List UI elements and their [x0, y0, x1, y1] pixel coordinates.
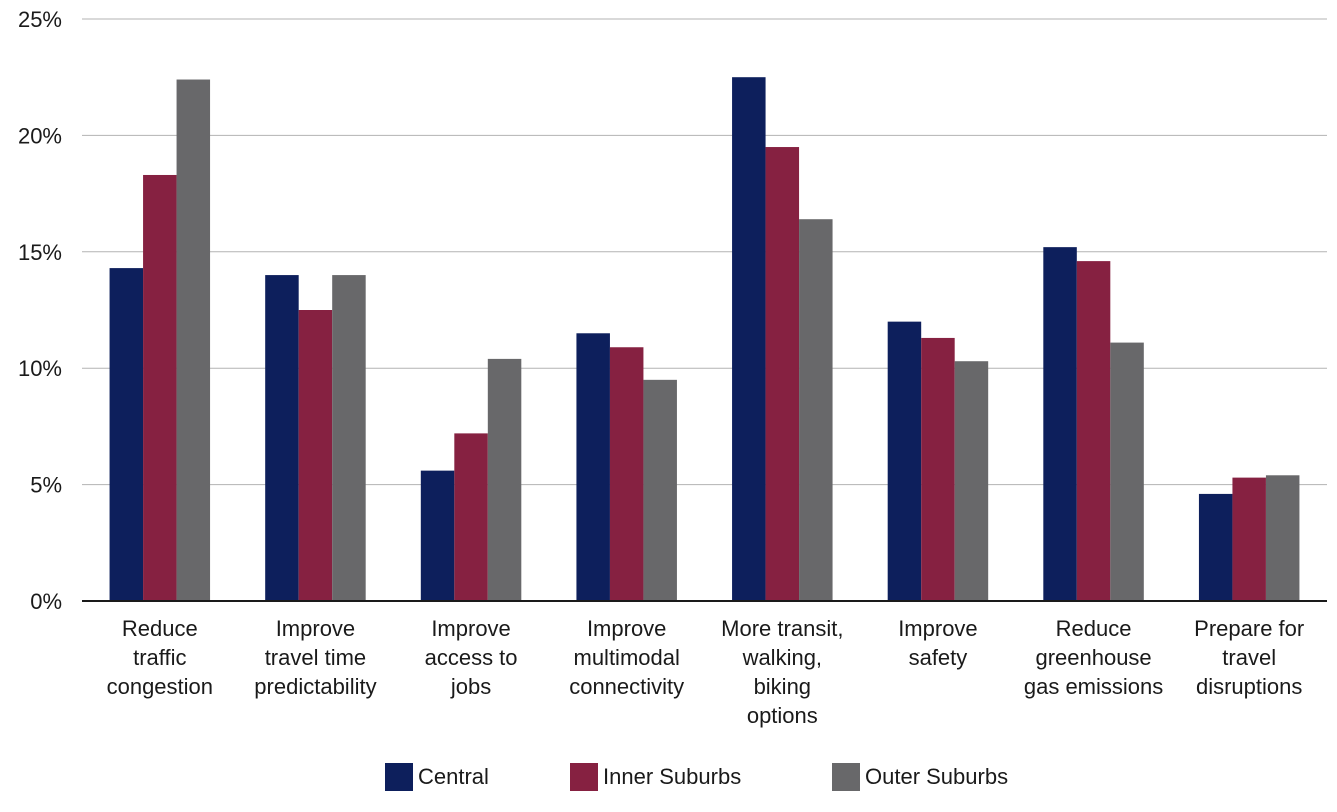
- x-category-label-line: biking: [754, 674, 811, 699]
- legend-item-central: Central: [385, 763, 489, 791]
- x-category-label-line: jobs: [450, 674, 491, 699]
- x-category-label-line: walking,: [742, 645, 822, 670]
- x-category-label-line: connectivity: [569, 674, 684, 699]
- legend-swatch: [832, 763, 860, 791]
- y-tick-label: 25%: [18, 7, 62, 32]
- x-category-label: Improve multimodal connectivity: [569, 616, 684, 699]
- x-category-label: Prepare for travel disruptions: [1194, 616, 1304, 699]
- bar-central: [265, 275, 299, 601]
- x-category-label-line: predictability: [254, 674, 376, 699]
- x-category-label: Improve travel time predictability: [254, 616, 376, 699]
- bar-central: [420, 470, 455, 601]
- bar-inner-suburbs: [298, 310, 333, 601]
- x-category-label-line: Reduce: [122, 616, 198, 641]
- bar-outer-suburbs: [954, 361, 989, 601]
- x-category-label: Reduce traffic congestion: [107, 616, 213, 699]
- x-category-label-line: Prepare for: [1194, 616, 1304, 641]
- x-axis-category-labels: Reduce traffic congestion Improve travel tim…: [107, 616, 1305, 728]
- bar-inner-suburbs: [454, 433, 488, 601]
- bar-outer-suburbs: [643, 379, 677, 601]
- bar-central: [109, 268, 144, 601]
- x-category-label-line: Reduce: [1056, 616, 1132, 641]
- bar-inner-suburbs: [765, 147, 800, 602]
- x-category-label-line: greenhouse: [1035, 645, 1151, 670]
- x-category-label-line: multimodal: [574, 645, 680, 670]
- bar-outer-suburbs: [799, 219, 833, 601]
- legend-swatch: [385, 763, 413, 791]
- x-category-label-line: More transit,: [721, 616, 843, 641]
- bar-outer-suburbs: [487, 358, 522, 601]
- bar-central: [887, 321, 922, 601]
- bar-outer-suburbs: [176, 79, 211, 601]
- y-axis-tick-labels: 0% 5% 10% 15% 20% 25%: [18, 7, 62, 614]
- x-category-label-line: options: [747, 703, 818, 728]
- x-category-label-line: Improve: [431, 616, 510, 641]
- legend-item-inner-suburbs: Inner Suburbs: [570, 763, 741, 791]
- bar-central: [732, 77, 766, 601]
- y-tick-label: 5%: [30, 473, 62, 498]
- x-category-label-line: travel time: [265, 645, 366, 670]
- x-category-label-line: traffic: [133, 645, 186, 670]
- legend-item-outer-suburbs: Outer Suburbs: [832, 763, 1008, 791]
- bar-outer-suburbs: [332, 275, 366, 601]
- legend-label: Inner Suburbs: [603, 764, 741, 789]
- bar-inner-suburbs: [1232, 477, 1266, 601]
- bar-central: [1043, 247, 1077, 602]
- x-category-label-line: gas emissions: [1024, 674, 1163, 699]
- x-category-label: More transit, walking, biking options: [721, 616, 843, 728]
- bar-inner-suburbs: [1076, 261, 1111, 601]
- legend: Central Inner Suburbs Outer Suburbs: [385, 763, 1008, 791]
- x-category-label-line: access to: [425, 645, 518, 670]
- x-category-label: Reduce greenhouse gas emissions: [1024, 616, 1163, 699]
- y-tick-label: 15%: [18, 240, 62, 265]
- bar-central: [1198, 493, 1233, 601]
- bar-central: [576, 333, 610, 601]
- bar-inner-suburbs: [921, 337, 955, 601]
- legend-label: Central: [418, 764, 489, 789]
- bar-inner-suburbs: [609, 347, 644, 601]
- y-tick-label: 0%: [30, 589, 62, 614]
- y-tick-label: 20%: [18, 123, 62, 148]
- x-category-label-line: Improve: [587, 616, 666, 641]
- bar-inner-suburbs: [143, 174, 177, 601]
- x-category-label-line: Improve: [276, 616, 355, 641]
- x-category-label-line: disruptions: [1196, 674, 1302, 699]
- bar-outer-suburbs: [1110, 342, 1144, 601]
- x-category-label: Improve safety: [898, 616, 977, 670]
- x-category-label-line: safety: [909, 645, 968, 670]
- x-category-label: Improve access to jobs: [425, 616, 518, 699]
- legend-label: Outer Suburbs: [865, 764, 1008, 789]
- x-category-label-line: travel: [1222, 645, 1276, 670]
- bars: [109, 77, 1300, 602]
- x-category-label-line: congestion: [107, 674, 213, 699]
- legend-swatch: [570, 763, 598, 791]
- bar-outer-suburbs: [1265, 475, 1300, 601]
- x-category-label-line: Improve: [898, 616, 977, 641]
- y-tick-label: 10%: [18, 356, 62, 381]
